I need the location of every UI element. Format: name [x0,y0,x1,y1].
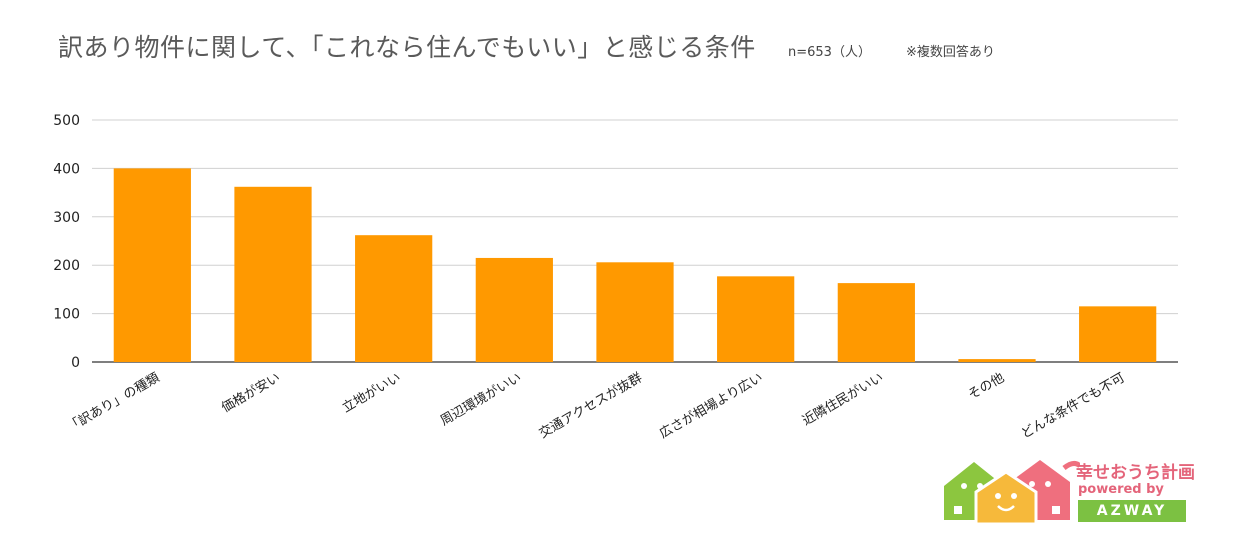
y-tick-label: 500 [53,113,80,129]
y-tick-label: 300 [53,210,80,226]
bar [475,257,553,362]
brand-logo [940,452,1230,532]
logo-powered-by: powered by [1078,482,1164,497]
bars [113,168,1157,362]
x-tick-label: 立地がいい [340,370,404,415]
house-logo-icon [944,460,1082,526]
bar [717,276,795,362]
bar [958,359,1036,362]
bar [234,186,312,362]
x-tick-label: 近隣住民がいい [800,370,887,429]
logo-brand-badge: AZWAY [1078,500,1186,522]
chart-note: ※複数回答あり [906,45,995,60]
bar [1079,306,1157,362]
bar [837,283,915,362]
x-tick-label: 「訳あり」の種類 [64,370,162,436]
logo-title: 幸せおうち計画 [1076,463,1195,483]
x-tick-label: 周辺環境がいい [438,370,524,428]
x-tick-label: 交通アクセスが抜群 [536,370,645,442]
x-tick-label: その他 [966,370,1007,402]
chart-subtitle: n=653（人） [788,45,871,60]
bar [355,235,433,362]
x-tick-label: 広さが相場より広い [657,370,766,441]
y-axis-ticks: 0 100 200 300 400 500 [53,113,80,371]
y-tick-label: 200 [53,258,80,274]
x-tick-label: 価格が安い [219,370,283,416]
bar [596,262,674,362]
x-axis-ticks: 「訳あり」の種類 価格が安い 立地がいい 周辺環境がいい 交通アクセスが抜群 広さが相場よ… [64,370,1127,442]
x-tick-label: どんな条件でも不可 [1018,370,1127,442]
chart-title: 訳あり物件に関して、「これなら住んでもいい」と感じる条件 [58,33,756,62]
bar [113,168,191,362]
yellow-house-icon [974,470,1038,526]
y-tick-label: 100 [53,307,80,323]
y-tick-label: 0 [71,355,80,371]
y-tick-label: 400 [53,161,80,177]
